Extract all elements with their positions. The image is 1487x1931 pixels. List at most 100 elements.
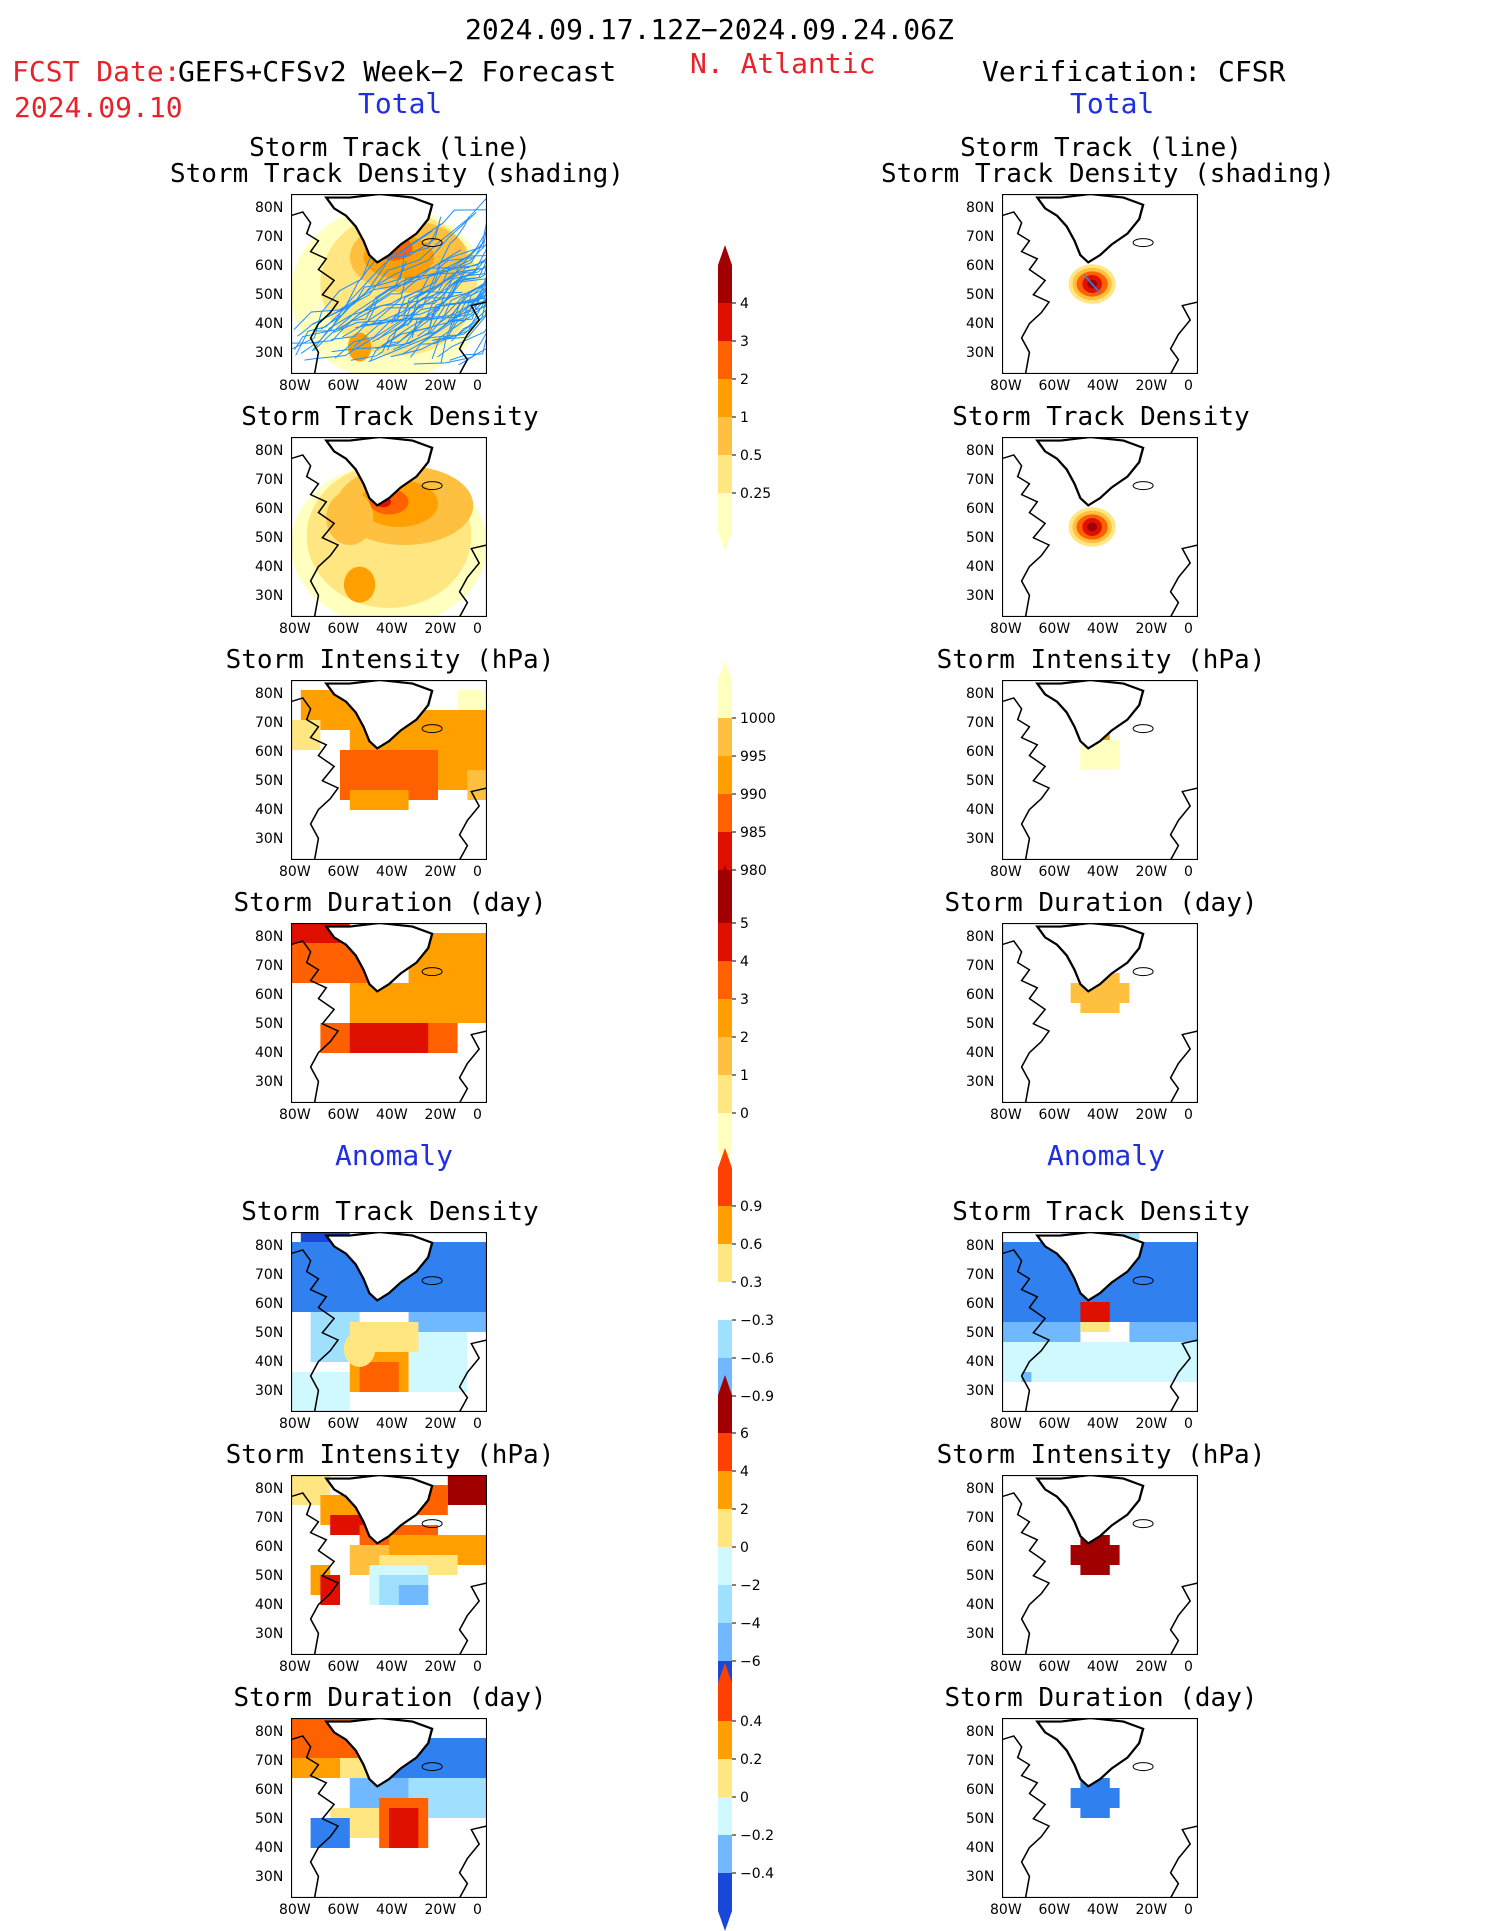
date-range-title: 2024.09.17.12Z−2024.09.24.06Z bbox=[465, 13, 954, 46]
iceland-outline bbox=[421, 481, 443, 491]
colorbar-segment bbox=[718, 999, 732, 1037]
panel-title: Storm Track Density bbox=[952, 402, 1250, 432]
lat-tick-label: 30N bbox=[255, 345, 284, 361]
lat-tick-label: 80N bbox=[966, 929, 995, 945]
colorbar-segment bbox=[718, 1075, 732, 1113]
greenland-outline bbox=[1035, 923, 1145, 993]
lon-tick-label: 40W bbox=[1087, 378, 1119, 394]
coastline-east bbox=[458, 544, 487, 617]
fcst-model: GEFS+CFSv2 Week−2 Forecast bbox=[178, 55, 617, 88]
lat-tick-label: 50N bbox=[255, 287, 284, 303]
colorbar-segment bbox=[718, 1244, 732, 1282]
lat-tick-label: 60N bbox=[255, 987, 284, 1003]
lon-tick-label: 20W bbox=[424, 378, 457, 394]
coastline-east bbox=[458, 1030, 487, 1103]
iceland-outline bbox=[1132, 238, 1154, 248]
lat-tick-label: 60N bbox=[255, 1539, 284, 1555]
colorbar-segment bbox=[718, 1037, 732, 1075]
colorbar-intensity-anomaly: 6 4 2 0 −2 −4 −6 bbox=[718, 1375, 761, 1719]
coastline-east bbox=[458, 1582, 487, 1655]
coastline-west bbox=[291, 1249, 340, 1412]
greenland-outline bbox=[324, 194, 434, 264]
lon-tick-label: 40W bbox=[376, 864, 408, 880]
field-cell bbox=[1080, 1322, 1110, 1332]
colorbar-label: 990 bbox=[740, 787, 767, 803]
lon-tick-label: 20W bbox=[1135, 378, 1168, 394]
colorbar-label: 0.9 bbox=[740, 1199, 762, 1215]
field-cell bbox=[1070, 983, 1130, 1003]
lon-tick-label: 20W bbox=[1135, 1902, 1168, 1918]
lat-tick-label: 60N bbox=[255, 501, 284, 517]
field-cell bbox=[389, 1808, 419, 1848]
lon-tick-label: 60W bbox=[1038, 864, 1071, 880]
lon-tick-label: 80W bbox=[990, 1416, 1022, 1432]
lon-tick-label: 20W bbox=[424, 1659, 457, 1675]
colorbar-track-density-anomaly: 0.9 0.6 0.3 −0.3 −0.6 −0.9 bbox=[718, 1148, 774, 1454]
greenland-outline bbox=[324, 1718, 434, 1788]
lat-tick-label: 70N bbox=[255, 1510, 284, 1526]
panel-title: Storm Track Density bbox=[241, 1197, 539, 1227]
lat-tick-label: 70N bbox=[255, 229, 284, 245]
lat-tick-label: 30N bbox=[966, 588, 995, 604]
lon-tick-label: 40W bbox=[376, 378, 408, 394]
coastline-east bbox=[458, 1825, 487, 1898]
panel-title: Storm Track Density bbox=[241, 402, 539, 432]
lat-tick-label: 70N bbox=[255, 1267, 284, 1283]
lon-tick-label: 0 bbox=[473, 1659, 482, 1675]
coastline-west bbox=[291, 697, 340, 860]
lon-tick-label: 60W bbox=[1038, 1416, 1071, 1432]
section-total-verification: Total bbox=[1070, 87, 1155, 120]
coastline-west bbox=[1002, 1249, 1051, 1412]
coastline-west bbox=[291, 211, 340, 374]
lat-tick-label: 80N bbox=[255, 200, 284, 216]
lon-tick-label: 0 bbox=[1184, 1416, 1193, 1432]
iceland-outline bbox=[1132, 967, 1154, 977]
field-cell bbox=[1080, 1302, 1110, 1322]
coastline-west bbox=[1002, 940, 1051, 1103]
iceland-outline bbox=[1132, 724, 1154, 734]
map-plot bbox=[291, 680, 487, 860]
coastline-east bbox=[458, 1339, 487, 1412]
panel-title: Storm Track Density bbox=[952, 1197, 1250, 1227]
colorbar-label: −6 bbox=[740, 1654, 761, 1670]
field-cell bbox=[1002, 1322, 1081, 1342]
iceland-outline bbox=[1132, 481, 1154, 491]
iceland-outline bbox=[1132, 1276, 1154, 1286]
lat-tick-label: 30N bbox=[966, 1869, 995, 1885]
colorbar-label: 3 bbox=[740, 992, 749, 1008]
panel-subtitle: Storm Track Density (shading) bbox=[170, 159, 624, 189]
iceland-outline bbox=[421, 1762, 443, 1772]
lon-tick-label: 20W bbox=[1135, 864, 1168, 880]
lat-tick-label: 50N bbox=[966, 1325, 995, 1341]
colorbar-segment bbox=[718, 1206, 732, 1244]
lon-tick-label: 0 bbox=[473, 1902, 482, 1918]
colorbar-duration-anomaly: 0.4 0.2 0 −0.2 −0.4 bbox=[718, 1663, 774, 1931]
lon-tick-label: 60W bbox=[327, 621, 360, 637]
lon-tick-label: 40W bbox=[376, 1659, 408, 1675]
field-cell bbox=[349, 790, 409, 810]
colorbar-label: −2 bbox=[740, 1578, 761, 1594]
lat-tick-label: 80N bbox=[255, 686, 284, 702]
lon-tick-label: 40W bbox=[1087, 864, 1119, 880]
lat-tick-label: 80N bbox=[966, 443, 995, 459]
lon-tick-label: 60W bbox=[327, 864, 360, 880]
map-frame bbox=[1002, 680, 1198, 860]
lat-tick-label: 30N bbox=[966, 831, 995, 847]
lon-tick-label: 0 bbox=[1184, 1902, 1193, 1918]
lon-tick-label: 60W bbox=[1038, 378, 1071, 394]
lon-tick-label: 80W bbox=[279, 1659, 311, 1675]
colorbar-segment bbox=[718, 1395, 732, 1433]
lat-tick-label: 40N bbox=[255, 802, 284, 818]
lon-tick-label: 0 bbox=[473, 864, 482, 880]
colorbar-arrow-top bbox=[718, 1375, 732, 1395]
lat-tick-label: 70N bbox=[255, 958, 284, 974]
colorbar-label: −4 bbox=[740, 1616, 761, 1632]
lat-tick-label: 60N bbox=[966, 987, 995, 1003]
coastline-east bbox=[458, 301, 487, 374]
lon-tick-label: 80W bbox=[990, 1902, 1022, 1918]
lon-tick-label: 60W bbox=[327, 1659, 360, 1675]
greenland-outline bbox=[1035, 194, 1145, 264]
lon-tick-label: 80W bbox=[279, 1902, 311, 1918]
lon-tick-label: 20W bbox=[424, 1902, 457, 1918]
lat-tick-label: 60N bbox=[255, 258, 284, 274]
